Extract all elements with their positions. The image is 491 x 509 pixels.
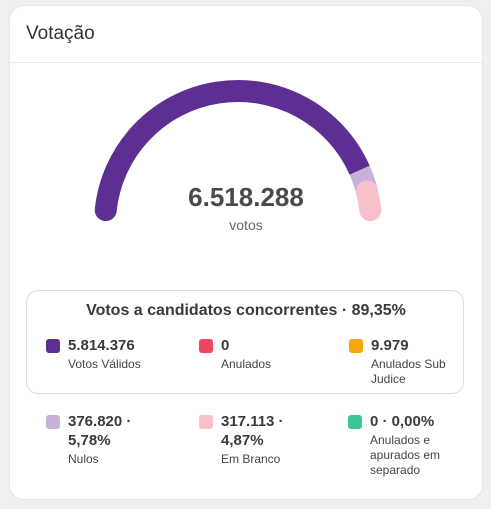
legend-swatch — [46, 415, 60, 429]
legend-anulados-apurados-separado: 0 · 0,00% Anulados e apurados em separad… — [348, 412, 456, 478]
legend-value: 376.820 · 5,78% — [68, 413, 132, 449]
votes-gauge — [94, 80, 382, 222]
candidate-votes-title: Votos a candidatos concorrentes · 89,35% — [86, 302, 406, 319]
card-title: Votação — [26, 23, 95, 44]
legend-swatch — [349, 339, 363, 353]
gauge-segment-branco — [355, 180, 382, 222]
legend-label: Anulados Sub Judice — [371, 357, 446, 386]
total-votes-unit: votos — [229, 217, 263, 233]
legend-nulos: 376.820 · 5,78% Nulos — [46, 412, 166, 467]
legend-votos-validos: 5.814.376 Votos Válidos — [46, 336, 176, 372]
legend-label: Votos Válidos — [68, 357, 141, 371]
legend-swatch — [46, 339, 60, 353]
legend-value: 9.979 — [371, 337, 409, 354]
legend-em-branco: 317.113 · 4,87% Em Branco — [199, 412, 319, 467]
candidate-votes-box: Votos a candidatos concorrentes · 89,35%… — [26, 290, 464, 394]
legend-label: Nulos — [68, 452, 99, 466]
title-divider — [10, 62, 482, 63]
legend-swatch — [199, 415, 213, 429]
legend-label: Anulados — [221, 357, 272, 371]
legend-label: Em Branco — [221, 452, 281, 466]
gauge-segment-validos — [94, 80, 371, 222]
legend-anulados: 0 Anulados — [199, 336, 319, 372]
legend-value: 317.113 · 4,87% — [221, 413, 284, 449]
legend-label: Anulados e apurados em separado — [370, 433, 441, 477]
legend-value: 0 — [221, 337, 230, 354]
legend-swatch — [348, 415, 362, 429]
votacao-card: Votação 6.518.288 votos Votos a candidat… — [10, 6, 482, 499]
legend-anulados-sub-judice: 9.979 Anulados Sub Judice — [349, 336, 454, 387]
total-votes: 6.518.288 — [188, 182, 304, 212]
legend-swatch — [199, 339, 213, 353]
legend-value: 0 · 0,00% — [370, 413, 435, 430]
legend-value: 5.814.376 — [68, 337, 135, 354]
